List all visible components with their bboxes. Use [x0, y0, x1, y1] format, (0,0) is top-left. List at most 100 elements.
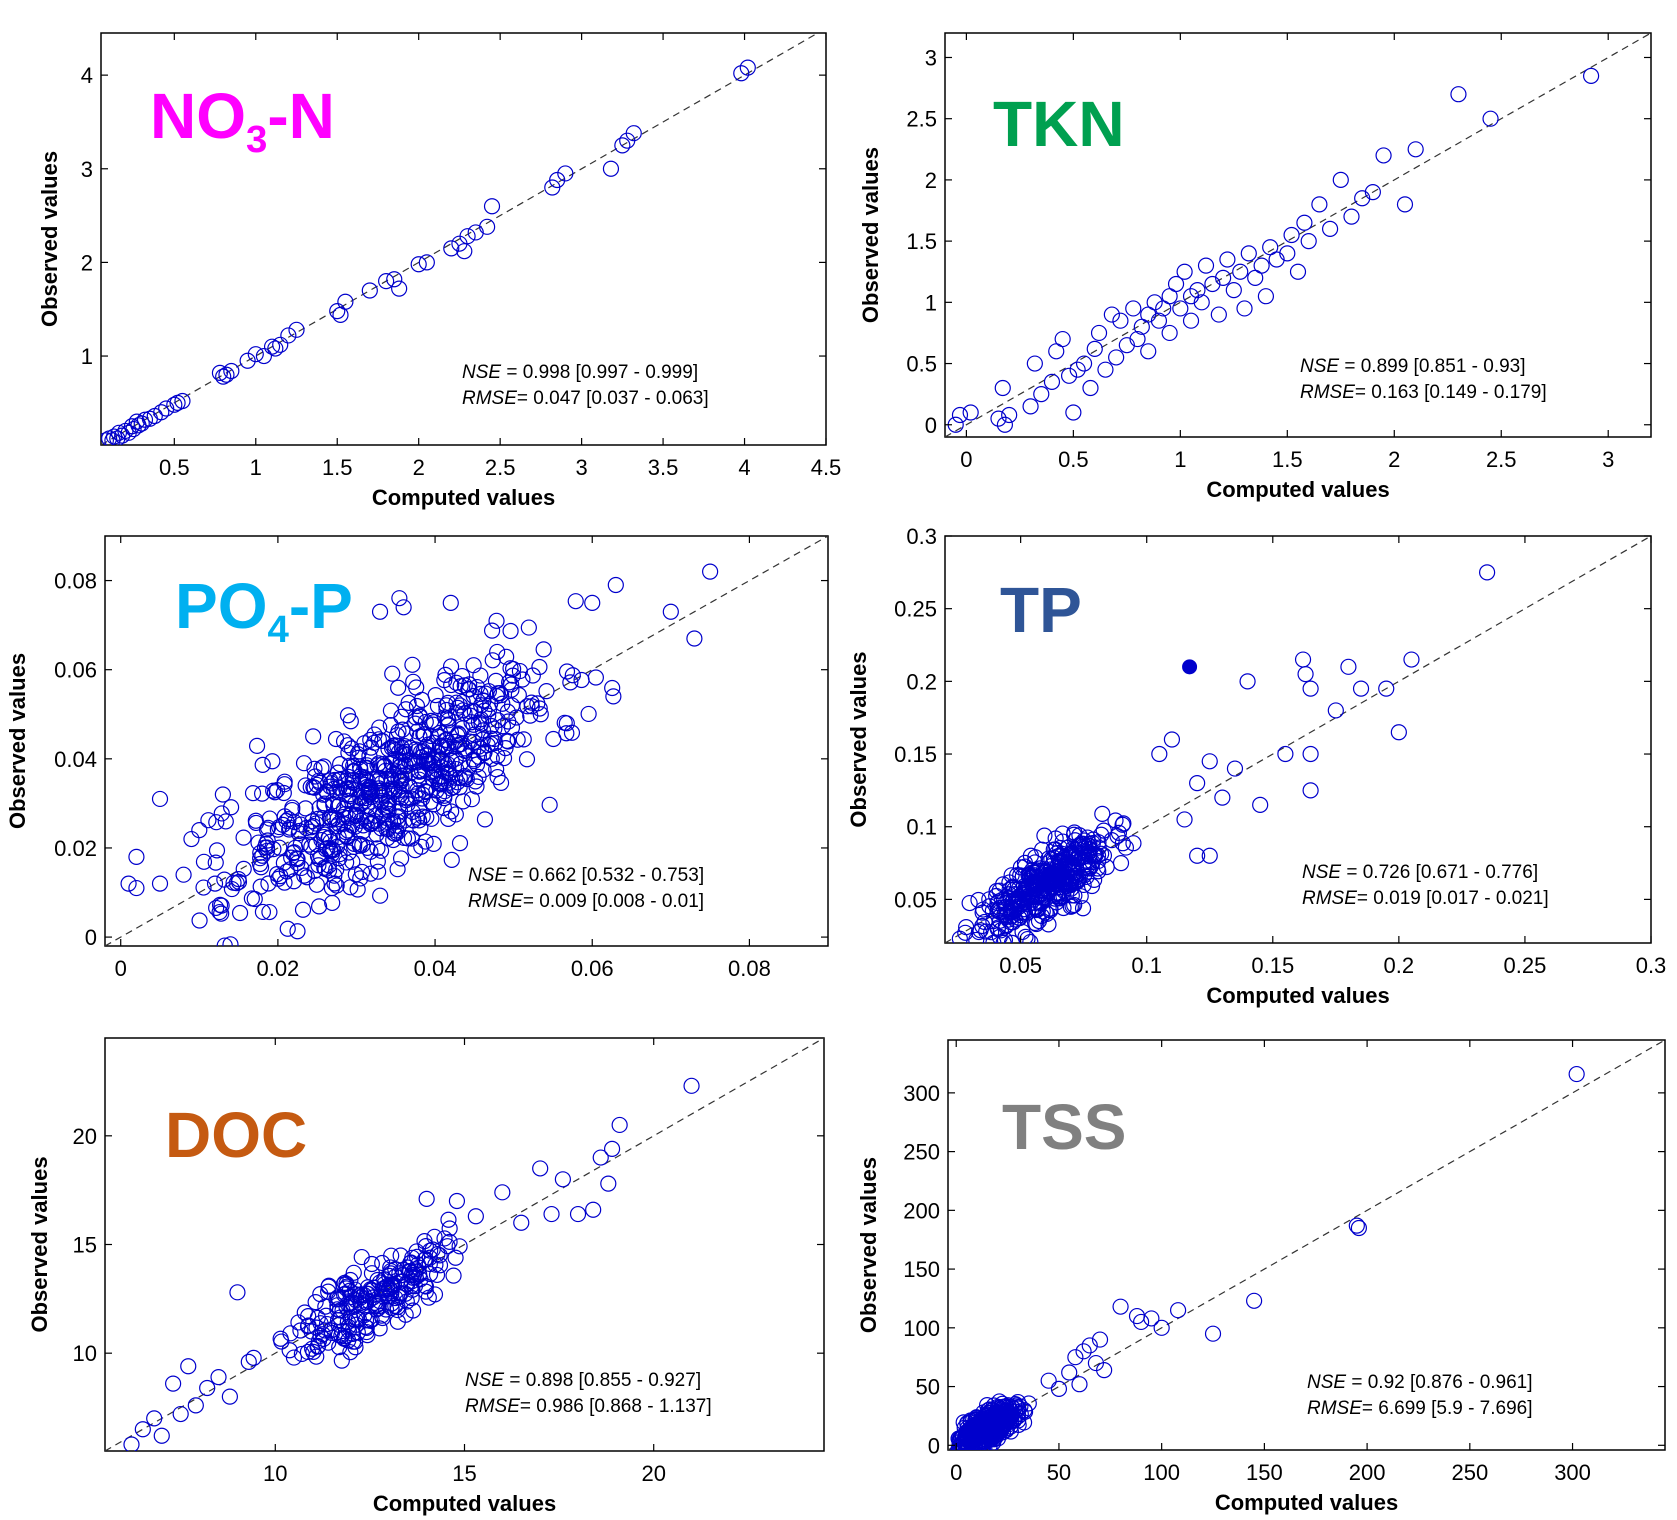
x-tick-label: 15 [452, 1461, 476, 1486]
x-tick-label: 0.02 [256, 956, 299, 981]
x-tick-label: 0 [960, 447, 972, 472]
data-point [1340, 658, 1357, 675]
data-point [1182, 312, 1200, 329]
data-point [1350, 1219, 1367, 1237]
x-tick-label: 0.5 [159, 455, 190, 480]
data-point [432, 737, 449, 754]
data-point [359, 1327, 376, 1344]
data-point [1042, 900, 1059, 917]
data-point [1050, 1380, 1068, 1398]
data-point [1189, 775, 1206, 792]
data-point [1161, 324, 1178, 342]
data-point [403, 1289, 420, 1307]
data-point [1125, 835, 1142, 852]
panel-title: TSS [1002, 1091, 1126, 1163]
data-point [308, 1319, 325, 1336]
data-point [290, 1314, 307, 1331]
data-point [408, 697, 426, 715]
data-point [452, 678, 469, 695]
data-point [1232, 263, 1249, 280]
data-point [386, 271, 403, 288]
x-tick-label: 0.06 [571, 956, 614, 981]
plot-area [945, 33, 1651, 437]
data-point [166, 396, 183, 413]
data-point [396, 738, 413, 755]
data-point [337, 293, 354, 310]
y-tick-label: 0.2 [906, 669, 937, 694]
y-tick-label: 200 [903, 1198, 940, 1223]
data-point [558, 715, 575, 732]
data-point [240, 1353, 257, 1370]
data-point [1066, 896, 1083, 914]
data-point [391, 280, 408, 297]
data-point [686, 630, 703, 647]
reference-line-1to1 [945, 33, 1651, 437]
data-point [500, 733, 517, 750]
y-tick-label: 0.04 [54, 747, 97, 772]
data-point [1050, 884, 1067, 901]
data-point [1097, 361, 1114, 378]
data-point [1015, 1414, 1033, 1431]
data-point [1064, 858, 1081, 875]
data-point [374, 1309, 391, 1327]
data-point [383, 1285, 400, 1302]
data-point [282, 1325, 299, 1342]
data-point [378, 273, 395, 290]
data-point [363, 1282, 380, 1299]
data-point [286, 844, 303, 861]
data-point [292, 1322, 309, 1339]
data-point [1071, 1376, 1088, 1393]
data-point [307, 1294, 324, 1311]
data-point [488, 612, 505, 629]
rmse-stat: RMSE= 0.047 [0.037 - 0.063] [462, 388, 709, 409]
data-point [1020, 1395, 1037, 1412]
x-tick-label: 1.5 [1272, 447, 1303, 472]
data-point [366, 726, 383, 743]
data-point [443, 851, 460, 868]
data-point [426, 1228, 443, 1245]
data-point [421, 1249, 438, 1266]
data-point [1112, 312, 1129, 329]
y-tick-label: 4 [81, 63, 93, 88]
data-point [272, 336, 289, 353]
data-point [379, 813, 396, 831]
data-point [1043, 373, 1061, 391]
data-point [335, 808, 352, 826]
data-point [1296, 214, 1313, 231]
data-point [305, 728, 322, 745]
data-point [306, 760, 323, 777]
data-point [1246, 1292, 1263, 1309]
data-point [403, 830, 421, 847]
data-point [1083, 877, 1101, 895]
data-point [272, 868, 289, 885]
data-point [382, 1259, 399, 1276]
data-point [420, 1289, 437, 1306]
data-point [347, 806, 364, 823]
data-point [981, 1421, 998, 1438]
data-point [235, 829, 252, 846]
data-point [491, 685, 509, 702]
data-point [1364, 184, 1381, 201]
data-point [702, 563, 719, 580]
data-point [429, 697, 447, 715]
x-tick-label: 3.5 [648, 455, 679, 480]
data-point [532, 706, 549, 723]
data-point [1060, 367, 1078, 384]
panel-po4p: 0 0.02 0.04 0.06 0.08 0 0.02 0.04 0.06 0.08 Observ… [5, 535, 829, 981]
data-point [468, 678, 486, 696]
data-point [440, 810, 457, 828]
data-point [1302, 680, 1319, 697]
data-point [394, 1266, 411, 1284]
data-point [465, 687, 482, 705]
nse-stat: NSE = 0.899 [0.851 - 0.93] [1300, 356, 1526, 377]
data-point [974, 904, 991, 921]
data-point [335, 733, 353, 750]
data-point [392, 850, 410, 867]
data-point [370, 815, 387, 832]
data-point [407, 842, 424, 859]
data-point [1240, 245, 1257, 262]
data-point [990, 1415, 1007, 1432]
data-point [313, 831, 330, 849]
data-point [957, 924, 974, 941]
